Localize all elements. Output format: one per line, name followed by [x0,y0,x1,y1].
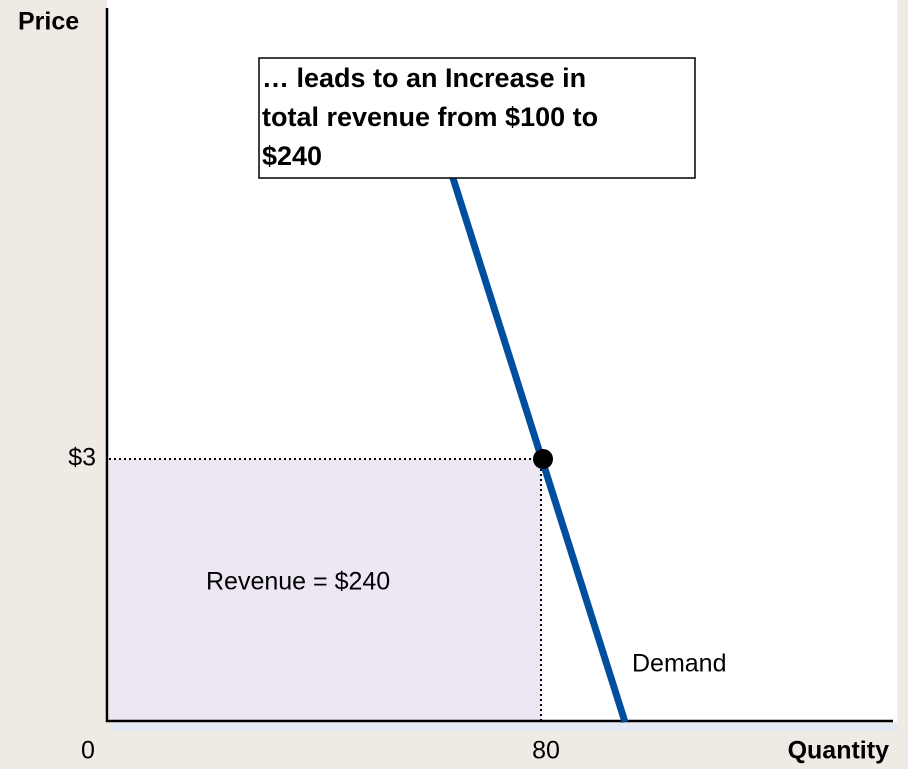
annotation-line: … leads to an Increase in [262,63,586,93]
equilibrium-point [533,449,553,469]
revenue-label: Revenue = $240 [206,568,390,596]
axis-shadow [112,723,897,731]
annotation-line: $240 [262,141,322,171]
price-tick-label: $3 [68,444,96,472]
demand-curve [448,173,629,724]
curve-label: Demand [632,650,727,678]
quantity-tick-label: 80 [532,737,560,765]
x-axis-label: Quantity [788,737,889,765]
revenue-area [109,459,541,721]
y-axis-label: Price [18,8,79,36]
origin-label: 0 [81,737,95,765]
annotation-box [258,57,696,179]
annotation-line: total revenue from $100 to [262,102,598,132]
